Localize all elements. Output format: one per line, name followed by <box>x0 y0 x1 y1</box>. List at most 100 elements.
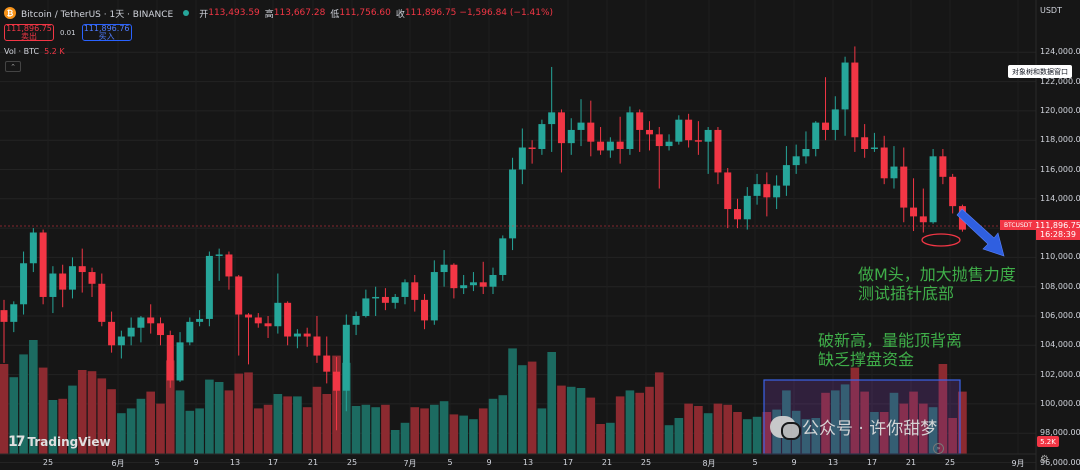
tradingview-text: TradingView <box>27 435 111 449</box>
time-tick-label: 9 <box>486 458 492 467</box>
volume-bar <box>312 386 322 454</box>
candle-body <box>870 147 878 149</box>
candle-body <box>381 296 389 303</box>
volume-bar <box>205 379 214 454</box>
symbol-title[interactable]: Bitcoin / TetherUS · 1天 · BINANCE <box>21 9 174 20</box>
candle-body <box>333 371 341 391</box>
volume-bar <box>87 371 97 454</box>
volume-bar <box>195 408 204 454</box>
time-tick-label: 5 <box>752 458 758 467</box>
bitcoin-logo-icon: ₿ <box>4 7 16 19</box>
volume-bar <box>97 378 107 454</box>
volume-bar <box>420 408 429 454</box>
time-tick-label: 9月 <box>1011 459 1025 468</box>
buy-button[interactable]: 111,896.76 买入 <box>81 24 132 41</box>
time-tick-label: 13 <box>522 458 534 467</box>
candle-body <box>127 327 135 337</box>
volume-bar <box>469 419 478 454</box>
bottom-test-ellipse <box>921 233 961 247</box>
volume-bar <box>68 385 77 454</box>
volume-legend-value: 5.2 K <box>44 47 65 56</box>
volume-bar <box>958 391 967 454</box>
volume-bar <box>459 415 468 454</box>
last-price-value: 111,896.75 <box>1035 221 1080 230</box>
candle-body <box>29 232 37 264</box>
candle-body <box>469 282 477 286</box>
volume-bar <box>537 408 547 454</box>
candle-body <box>68 266 76 290</box>
time-tick-label: 25 <box>42 458 54 467</box>
tradingview-logo: 17 TradingView <box>8 434 111 450</box>
volume-bar <box>293 396 302 454</box>
candle-body <box>489 274 497 287</box>
candle-body <box>372 296 380 299</box>
volume-bar <box>840 384 850 454</box>
candle-body <box>753 184 761 196</box>
high-value: 113,667.28 <box>273 8 326 18</box>
volume-bar <box>381 404 390 454</box>
volume-bar <box>547 352 556 454</box>
candle-body <box>528 147 536 149</box>
volume-bar <box>263 404 273 454</box>
volume-bar <box>654 372 664 454</box>
volume-bar <box>899 403 909 454</box>
candle-body <box>156 323 164 336</box>
candle-body <box>851 62 859 138</box>
candle-body <box>655 134 663 147</box>
settings-gear-icon[interactable]: ⚙ <box>1040 454 1049 465</box>
volume-bar <box>801 419 811 454</box>
goto-realtime-icon[interactable]: » <box>933 443 944 454</box>
volume-bar <box>146 391 155 454</box>
volume-bar <box>723 404 733 454</box>
candle-body <box>900 166 908 208</box>
close-value: 111,896.75 <box>404 8 457 18</box>
time-tick-label: 8月 <box>702 459 716 468</box>
volume-bar <box>694 406 703 454</box>
volume-bar <box>919 403 928 454</box>
volume-bar <box>527 361 537 454</box>
currency-label[interactable]: USDT <box>1040 6 1062 15</box>
candle-body <box>293 333 301 337</box>
volume-bar <box>488 398 498 454</box>
volume-legend[interactable]: Vol · BTC 5.2 K <box>4 47 65 56</box>
volume-bar <box>576 388 586 454</box>
sell-button[interactable]: 111,896.75 卖出 <box>4 24 54 41</box>
collapse-legend-button[interactable]: ⌃ <box>5 61 21 72</box>
annotation-line-1: 做M头，加大抛售力度 <box>858 265 1016 284</box>
candle-body <box>430 272 438 321</box>
open-value: 113,493.59 <box>208 8 260 18</box>
candle-body <box>636 112 644 130</box>
candle-body <box>362 298 370 316</box>
volume-bar <box>948 418 957 454</box>
candle-body <box>626 112 634 149</box>
candle-body <box>694 140 702 142</box>
price-tick-label: 120,000.00 <box>1040 105 1080 115</box>
price-tick-label: 116,000.00 <box>1040 164 1080 174</box>
volume-bar <box>58 398 67 454</box>
price-tick-label: 106,000.00 <box>1040 311 1080 320</box>
volume-bar <box>302 407 312 454</box>
candle-body <box>890 166 898 179</box>
candle-body <box>137 317 145 328</box>
candle-body <box>724 172 732 210</box>
volume-bar <box>439 401 449 454</box>
candle-body <box>499 238 507 275</box>
candle-body <box>20 263 28 305</box>
volume-bar <box>703 413 713 454</box>
candle-body <box>949 176 957 207</box>
candle-body <box>704 129 712 142</box>
candle-body <box>509 169 517 239</box>
volume-bar <box>214 382 224 454</box>
volume-bar <box>518 365 527 454</box>
volume-axis-label: 5.2K <box>1037 436 1059 447</box>
candle-body <box>176 342 184 381</box>
volume-bar <box>645 386 654 454</box>
annotation-line-2: 测试插针底部 <box>858 284 955 303</box>
candle-body <box>205 255 213 319</box>
candle-body <box>215 254 223 256</box>
candle-body <box>342 324 350 391</box>
sell-price: 111,896.75 <box>6 23 52 33</box>
volume-bar <box>606 422 615 454</box>
annotation-line-3: 破新高，量能顶背离 <box>818 331 963 350</box>
